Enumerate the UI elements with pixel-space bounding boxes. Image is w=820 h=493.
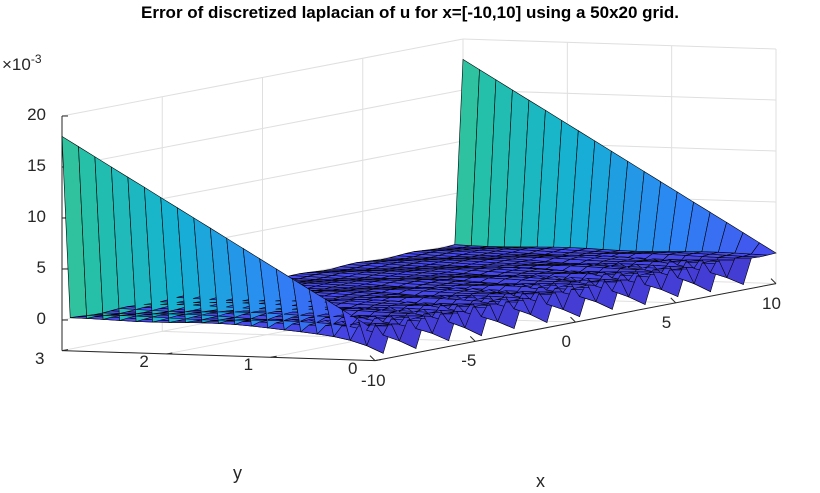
x-tick-mark	[670, 297, 677, 304]
z-scale-base: ×10	[2, 55, 31, 74]
x-tick-mark	[369, 355, 376, 361]
y-axis-label: y	[233, 463, 242, 483]
y-tick-mark	[166, 352, 173, 355]
grid-line	[61, 38, 464, 117]
axes	[61, 115, 777, 362]
z-tick-label: 5	[36, 258, 46, 277]
surface-patch	[750, 242, 777, 256]
x-axis-label: x	[536, 471, 545, 491]
x-tick-label: 10	[762, 293, 781, 313]
z-tick-label: 0	[36, 309, 46, 328]
y-tick-label: 2	[139, 351, 149, 371]
y-tick-mark	[270, 355, 277, 358]
grid-line	[61, 89, 464, 168]
y-tick-mark	[61, 349, 69, 352]
chart-title: Error of discretized laplacian of u for …	[140, 3, 680, 22]
z-tick-label: 15	[27, 156, 46, 175]
z-tick-label: 20	[27, 105, 46, 124]
y-axis-line	[61, 350, 376, 362]
grid-line	[162, 330, 476, 342]
grid-line	[462, 38, 777, 50]
x-tick-label: 5	[661, 312, 672, 332]
z-tick-label: 10	[27, 207, 46, 226]
y-tick-mark	[374, 359, 382, 362]
y-tick-label: 1	[243, 355, 254, 375]
x-tick-mark	[770, 278, 777, 284]
x-tick-label: -10	[361, 370, 386, 390]
x-tick-mark	[570, 316, 576, 323]
y-tick-label: 3	[35, 348, 45, 368]
x-tick-mark	[469, 335, 476, 342]
z-scale-exponent: -3	[30, 52, 42, 66]
x-tick-label: -5	[461, 351, 477, 371]
z-scale-multiplier: ×10-3	[2, 52, 42, 75]
surface-plot	[61, 58, 777, 354]
x-tick-label: 0	[561, 332, 571, 352]
y-tick-label: 0	[348, 358, 358, 378]
